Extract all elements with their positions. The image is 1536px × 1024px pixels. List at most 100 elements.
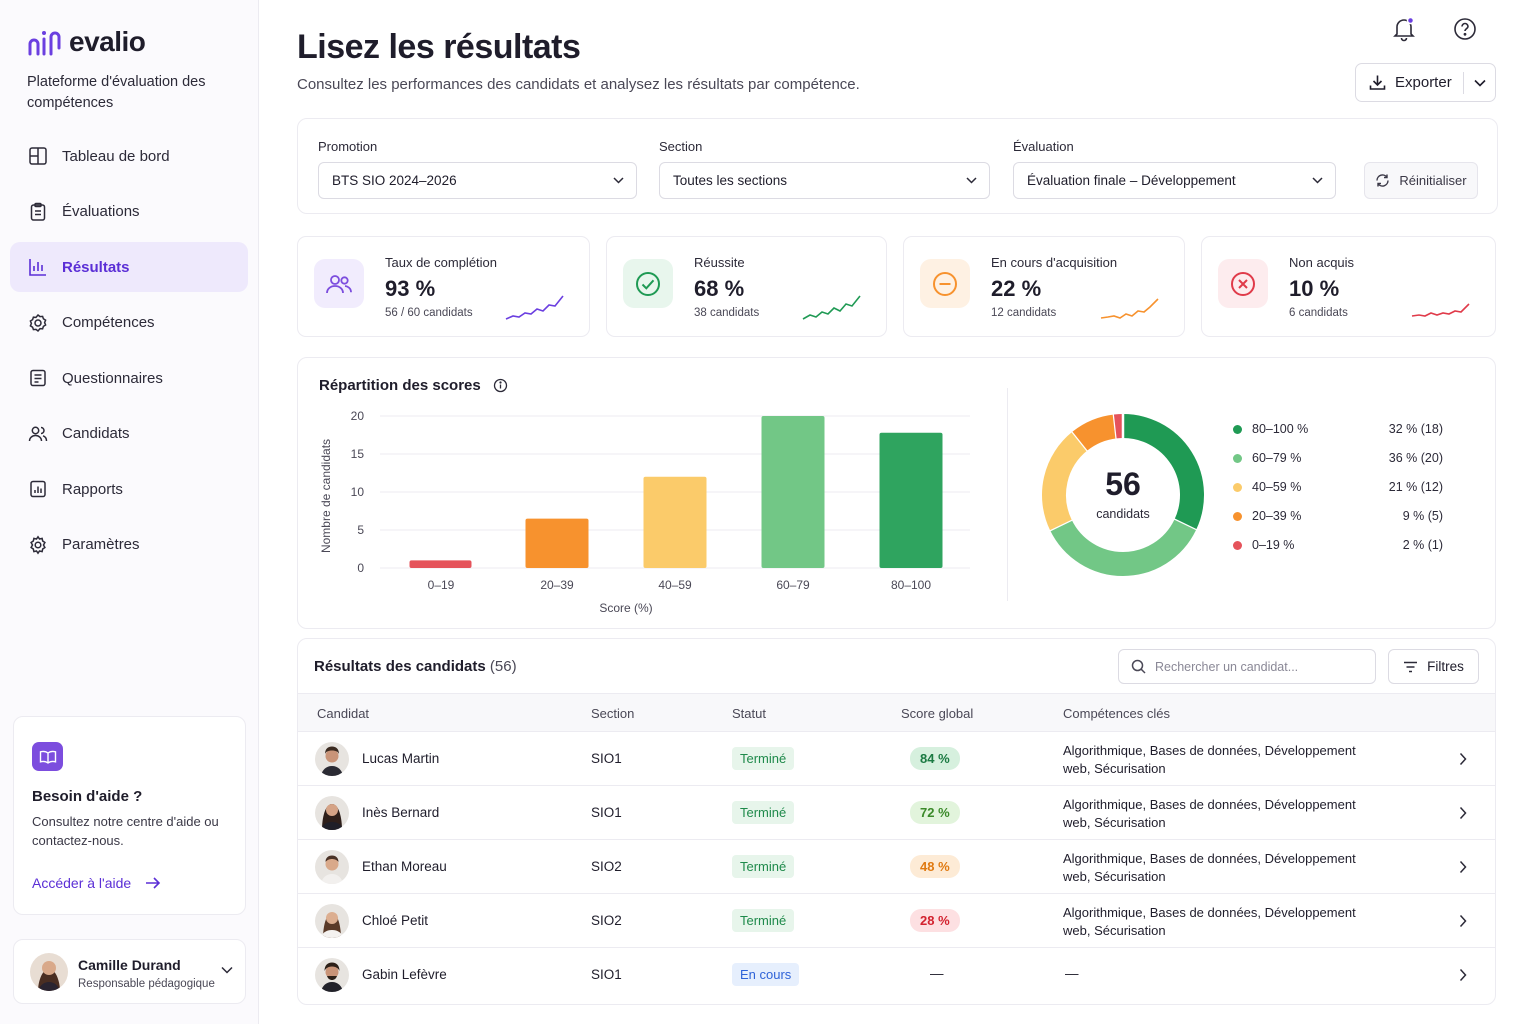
bar[interactable]	[879, 432, 943, 568]
avatar	[315, 850, 349, 884]
sidebar-item-competences[interactable]: Compétences	[10, 298, 248, 348]
sidebar-item-results[interactable]: Résultats	[10, 242, 248, 292]
export-button[interactable]: Exporter	[1355, 63, 1496, 102]
bar[interactable]	[643, 476, 707, 568]
evalio-logo-icon	[28, 31, 61, 56]
y-tick-label: 10	[351, 485, 365, 499]
info-icon[interactable]	[493, 378, 508, 393]
legend-dot	[1233, 511, 1242, 521]
help-button[interactable]	[1452, 16, 1478, 42]
table-row[interactable]: Gabin Lefèvre SIO1 En cours — —	[298, 948, 1495, 1002]
user-role: Responsable pédagogique	[78, 978, 215, 990]
legend-value: 21 % (12)	[1388, 480, 1443, 494]
book-icon	[32, 742, 63, 771]
legend-dot	[1233, 482, 1242, 492]
donut-slice[interactable]	[1072, 414, 1118, 451]
filter-icon	[1404, 661, 1418, 672]
status-badge: En cours	[732, 963, 800, 986]
sidebar-item-evaluations[interactable]: Évaluations	[10, 187, 248, 237]
donut-label: candidats	[1096, 507, 1150, 521]
table-header: Candidat Section Statut Score global Com…	[298, 693, 1495, 732]
help-link[interactable]: Accéder à l'aide	[32, 875, 161, 891]
table-row[interactable]: Ethan Moreau SIO2 Terminé 48 % Algorithm…	[298, 840, 1495, 894]
filters-button[interactable]: Filtres	[1388, 649, 1479, 684]
section-select[interactable]: Toutes les sections	[659, 162, 990, 199]
y-tick-label: 5	[357, 523, 364, 537]
kpi-subtext: 38 candidats	[694, 307, 760, 319]
score-badge: 48 %	[910, 855, 960, 878]
bell-icon	[1393, 16, 1415, 42]
key-skills: Algorithmique, Bases de données, Dévelop…	[1063, 797, 1356, 830]
reset-button[interactable]: Réinitialiser	[1364, 162, 1478, 199]
user-menu[interactable]: Camille Durand Responsable pédagogique	[13, 939, 246, 1004]
y-tick-label: 20	[351, 409, 365, 423]
kpi-subtext: 56 / 60 candidats	[385, 307, 473, 319]
donut-slice[interactable]	[1042, 431, 1088, 531]
check-circle-icon	[623, 259, 673, 308]
chevron-down-icon	[221, 966, 233, 974]
page-title: Lisez les résultats	[297, 28, 581, 66]
section-label: Section	[659, 139, 703, 154]
donut-slice[interactable]	[1050, 519, 1196, 576]
table-row[interactable]: Lucas Martin SIO1 Terminé 84 % Algorithm…	[298, 732, 1495, 786]
notifications-button[interactable]	[1391, 16, 1417, 42]
table-row[interactable]: Inès Bernard SIO1 Terminé 72 % Algorithm…	[298, 786, 1495, 840]
legend-item: 40–59 % 21 % (12)	[1233, 477, 1443, 497]
badge-icon	[29, 313, 47, 332]
column-header-candidat[interactable]: Candidat	[317, 706, 370, 721]
user-name: Camille Durand	[78, 957, 181, 973]
sidebar-item-dashboard[interactable]: Tableau de bord	[10, 131, 248, 181]
dashboard-icon	[29, 147, 47, 165]
column-header-score[interactable]: Score global	[901, 706, 974, 721]
users-icon	[314, 259, 364, 308]
donut-slice[interactable]	[1122, 414, 1204, 531]
kpi-value: 68 %	[694, 276, 745, 301]
evaluation-label: Évaluation	[1013, 139, 1074, 154]
table-row[interactable]: Chloé Petit SIO2 Terminé 28 % Algorithmi…	[298, 894, 1495, 948]
legend-item: 20–39 % 9 % (5)	[1233, 506, 1443, 526]
y-axis-label: Nombre de candidats	[319, 439, 333, 553]
document-icon	[30, 369, 46, 387]
kpi-subtext: 6 candidats	[1289, 307, 1348, 319]
search-input[interactable]: Rechercher un candidat...	[1118, 649, 1376, 684]
legend-item: 0–19 % 2 % (1)	[1233, 535, 1443, 555]
candidate-name: Inès Bernard	[362, 805, 440, 820]
donut-center: 56 candidats	[1063, 466, 1183, 521]
bar[interactable]	[761, 416, 825, 568]
bar[interactable]	[409, 560, 472, 568]
column-header-statut[interactable]: Statut	[732, 706, 766, 721]
app-logo[interactable]: evalio	[27, 26, 146, 58]
promotion-label: Promotion	[318, 139, 378, 154]
kpi-label: Réussite	[694, 255, 745, 270]
evaluation-value: Évaluation finale – Développement	[1027, 173, 1236, 188]
promotion-select[interactable]: BTS SIO 2024–2026	[318, 162, 637, 199]
sidebar-item-label: Évaluations	[62, 203, 140, 220]
column-header-section[interactable]: Section	[591, 706, 635, 721]
evaluation-select[interactable]: Évaluation finale – Développement	[1013, 162, 1336, 199]
sidebar-item-label: Tableau de bord	[62, 147, 170, 165]
kpi-value: 93 %	[385, 276, 436, 301]
bar[interactable]	[525, 518, 589, 568]
users-icon	[28, 426, 48, 441]
x-tick-label: 80–100	[891, 578, 931, 592]
sidebar-item-questionnaires[interactable]: Questionnaires	[10, 353, 248, 403]
help-title: Besoin d'aide ?	[32, 788, 143, 805]
kpi-failed-card: Non acquis 10 % 6 candidats	[1201, 236, 1496, 337]
candidate-section: SIO1	[591, 805, 622, 820]
app-name: evalio	[69, 26, 146, 57]
candidate-section: SIO2	[591, 913, 622, 928]
sidebar-item-candidats[interactable]: Candidats	[10, 409, 248, 459]
kpi-sparkline	[1411, 303, 1470, 317]
sidebar-item-parametres[interactable]: Paramètres	[10, 520, 248, 570]
kpi-sparkline	[505, 295, 564, 320]
sidebar-item-rapports[interactable]: Rapports	[10, 464, 248, 514]
distribution-title-text: Répartition des scores	[319, 377, 481, 394]
candidate-name: Lucas Martin	[362, 751, 440, 766]
chevron-right-icon	[1459, 806, 1467, 820]
export-options-toggle[interactable]	[1464, 79, 1495, 87]
kpi-success-card: Réussite 68 % 38 candidats	[606, 236, 887, 337]
key-skills: Algorithmique, Bases de données, Dévelop…	[1063, 851, 1356, 884]
score-badge: 72 %	[910, 801, 960, 824]
column-header-competences[interactable]: Compétences clés	[1063, 706, 1170, 721]
avatar	[315, 904, 349, 938]
